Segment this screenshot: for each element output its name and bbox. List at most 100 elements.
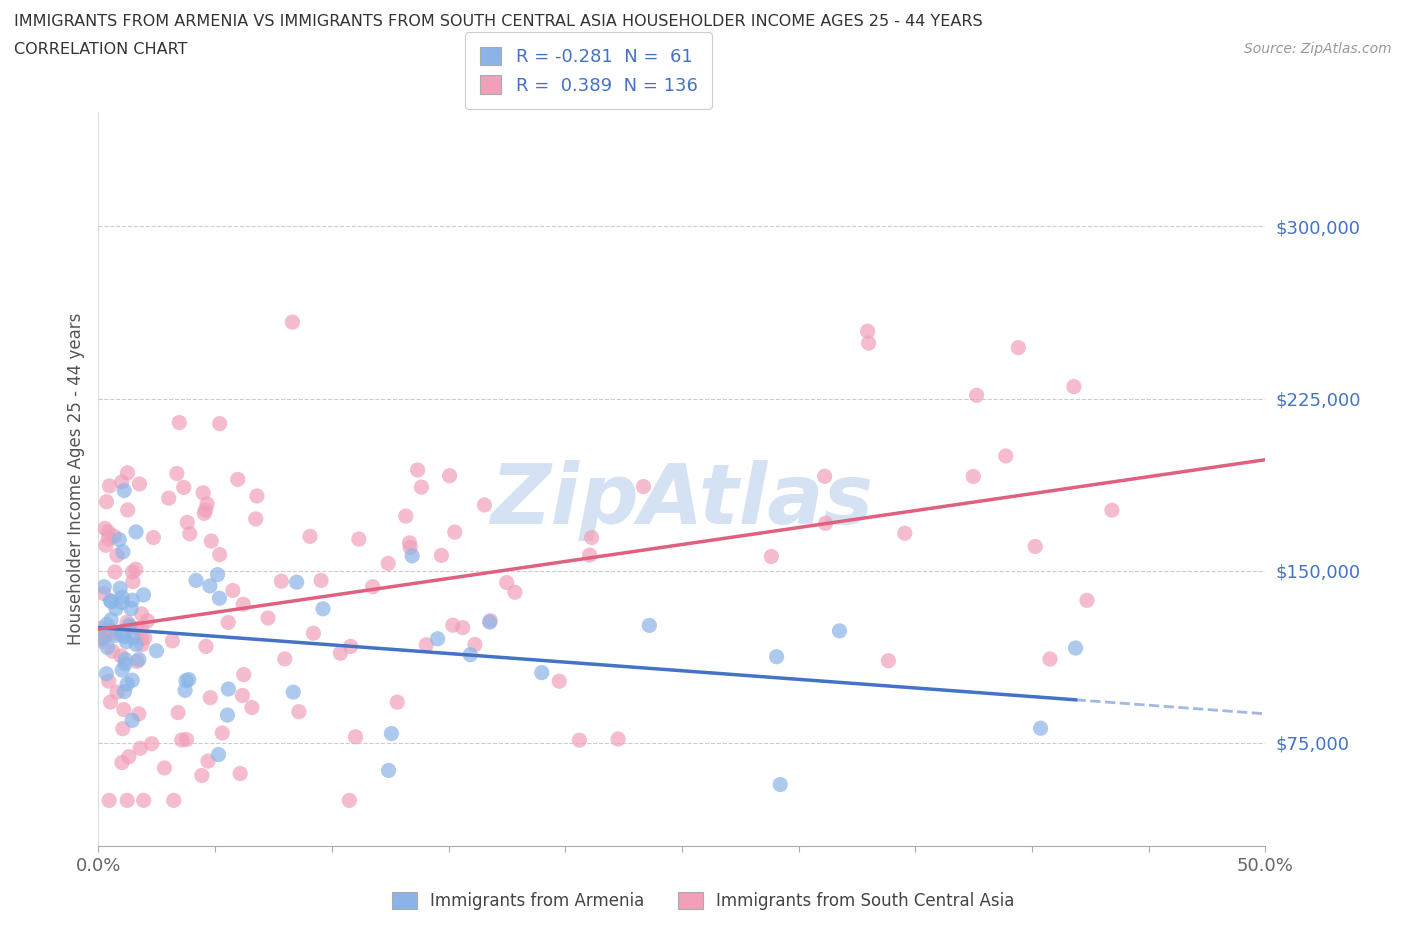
Point	[302, 626, 325, 641]
Point	[125, 637, 148, 652]
Point	[458, 647, 481, 662]
Point	[174, 673, 197, 688]
Point	[877, 653, 900, 668]
Point	[94, 538, 117, 552]
Point	[395, 509, 418, 524]
Point	[129, 741, 152, 756]
Point	[495, 575, 517, 590]
Point	[406, 462, 429, 477]
Point	[226, 472, 249, 487]
Point	[377, 763, 399, 777]
Point	[100, 593, 122, 608]
Point	[118, 750, 141, 764]
Point	[112, 684, 135, 699]
Point	[193, 506, 215, 521]
Point	[90, 633, 112, 648]
Point	[401, 549, 423, 564]
Point	[814, 516, 837, 531]
Point	[1024, 539, 1046, 554]
Point	[217, 682, 239, 697]
Point	[117, 465, 139, 480]
Point	[101, 644, 124, 658]
Point	[208, 547, 231, 562]
Point	[125, 654, 148, 669]
Point	[115, 677, 138, 692]
Point	[112, 702, 135, 717]
Point	[347, 532, 370, 547]
Point	[195, 639, 218, 654]
Point	[111, 590, 134, 604]
Point	[100, 626, 122, 641]
Point	[100, 695, 122, 710]
Point	[94, 521, 117, 536]
Point	[439, 469, 461, 484]
Point	[117, 502, 139, 517]
Point	[122, 630, 145, 644]
Point	[274, 651, 297, 666]
Point	[173, 480, 195, 495]
Point	[285, 575, 308, 590]
Point	[377, 556, 399, 571]
Point	[179, 526, 201, 541]
Point	[115, 793, 138, 808]
Point	[121, 592, 143, 607]
Point	[387, 695, 409, 710]
Point	[270, 574, 292, 589]
Point	[200, 534, 222, 549]
Point	[131, 606, 153, 621]
Point	[90, 631, 112, 645]
Point	[131, 637, 153, 652]
Point	[98, 793, 121, 808]
Point	[530, 665, 553, 680]
Point	[93, 579, 115, 594]
Point	[451, 620, 474, 635]
Point	[127, 621, 149, 636]
Point	[191, 768, 214, 783]
Point	[399, 540, 422, 555]
Point	[207, 567, 229, 582]
Point	[398, 536, 420, 551]
Point	[191, 485, 214, 500]
Point	[828, 623, 851, 638]
Text: IMMIGRANTS FROM ARMENIA VS IMMIGRANTS FROM SOUTH CENTRAL ASIA HOUSEHOLDER INCOME: IMMIGRANTS FROM ARMENIA VS IMMIGRANTS FR…	[14, 14, 983, 29]
Point	[111, 662, 134, 677]
Point	[232, 597, 254, 612]
Point	[298, 529, 321, 544]
Point	[1039, 652, 1062, 667]
Point	[118, 618, 141, 632]
Point	[207, 747, 229, 762]
Point	[111, 544, 134, 559]
Point	[415, 637, 437, 652]
Point	[112, 483, 135, 498]
Point	[208, 417, 231, 432]
Point	[131, 631, 153, 645]
Point	[96, 618, 118, 632]
Text: Source: ZipAtlas.com: Source: ZipAtlas.com	[1244, 42, 1392, 56]
Point	[479, 613, 502, 628]
Point	[115, 634, 138, 649]
Point	[108, 532, 131, 547]
Point	[765, 649, 787, 664]
Point	[166, 466, 188, 481]
Point	[174, 683, 197, 698]
Point	[120, 601, 142, 616]
Point	[344, 729, 367, 744]
Text: CORRELATION CHART: CORRELATION CHART	[14, 42, 187, 57]
Point	[114, 657, 136, 671]
Point	[125, 525, 148, 539]
Point	[208, 591, 231, 605]
Point	[856, 324, 879, 339]
Point	[163, 793, 186, 808]
Point	[128, 707, 150, 722]
Point	[441, 618, 464, 632]
Point	[118, 619, 141, 634]
Point	[184, 573, 207, 588]
Point	[93, 631, 115, 646]
Point	[114, 629, 136, 644]
Point	[245, 512, 267, 526]
Point	[217, 615, 239, 630]
Text: ZipAtlas: ZipAtlas	[491, 460, 873, 541]
Point	[232, 667, 254, 682]
Point	[288, 704, 311, 719]
Point	[115, 615, 138, 630]
